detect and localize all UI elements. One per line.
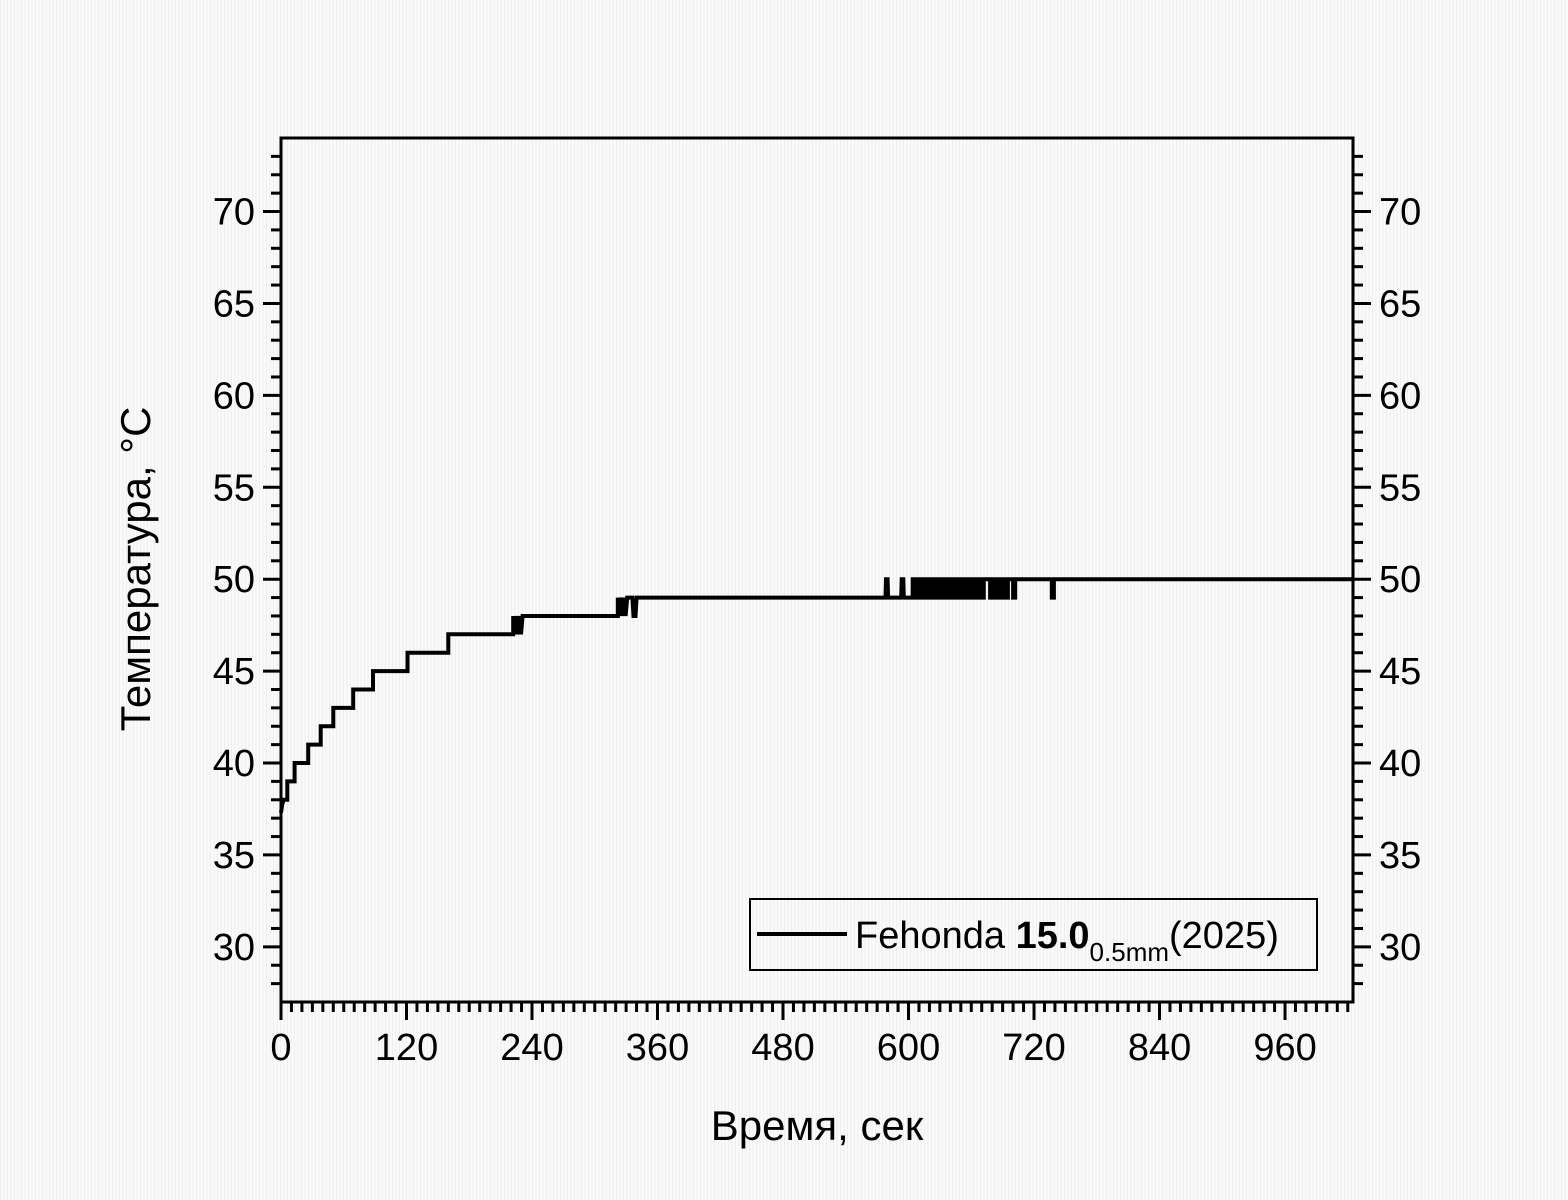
x-tick-label: 480 — [751, 1027, 814, 1069]
y-tick-label-left: 60 — [213, 375, 255, 417]
plot-frame — [279, 136, 1355, 1004]
legend-text-suffix: (2025) — [1169, 915, 1279, 957]
legend-entry: Fehonda 15.00.5mm(2025) — [855, 915, 1279, 967]
y-tick-label-left: 50 — [213, 559, 255, 601]
y-tick-label-right: 30 — [1379, 927, 1421, 969]
temperature-curve — [279, 577, 1353, 813]
x-tick-label: 720 — [1002, 1027, 1065, 1069]
y-tick-label-left: 40 — [213, 743, 255, 785]
legend-text-subscript: 0.5mm — [1090, 937, 1169, 967]
y-tick-label-right: 40 — [1379, 743, 1421, 785]
y-tick-label-right: 60 — [1379, 375, 1421, 417]
y-tick-label-left: 45 — [213, 651, 255, 693]
y-tick-label-right: 35 — [1379, 835, 1421, 877]
y-tick-label-right: 70 — [1379, 192, 1421, 234]
legend: Fehonda 15.00.5mm(2025) — [749, 898, 1318, 971]
legend-text-prefix: Fehonda — [855, 915, 1016, 957]
legend-text-bold: 15.0 — [1016, 915, 1090, 957]
x-tick-label: 240 — [500, 1027, 563, 1069]
x-tick-label: 960 — [1253, 1027, 1316, 1069]
y-tick-label-left: 55 — [213, 467, 255, 509]
y-axis-title: Температура, °C — [112, 407, 159, 732]
x-tick-label: 600 — [877, 1027, 940, 1069]
x-tick-label: 0 — [270, 1027, 291, 1069]
y-tick-label-right: 55 — [1379, 467, 1421, 509]
y-tick-label-left: 30 — [213, 927, 255, 969]
x-tick-label: 360 — [626, 1027, 689, 1069]
y-tick-label-left: 35 — [213, 835, 255, 877]
y-tick-label-left: 65 — [213, 283, 255, 325]
y-tick-label-right: 45 — [1379, 651, 1421, 693]
plot-generated: 30 30 35 35 40 40 45 45 50 50 55 55 60 60 65 65 70 70 0 120… — [213, 136, 1421, 1069]
y-tick-label-right: 65 — [1379, 283, 1421, 325]
y-tick-label-right: 50 — [1379, 559, 1421, 601]
x-tick-label: 120 — [375, 1027, 438, 1069]
legend-box — [749, 898, 1318, 971]
x-axis-title: Время, сек — [711, 1102, 924, 1149]
y-tick-label-left: 70 — [213, 192, 255, 234]
x-tick-label: 840 — [1128, 1027, 1191, 1069]
